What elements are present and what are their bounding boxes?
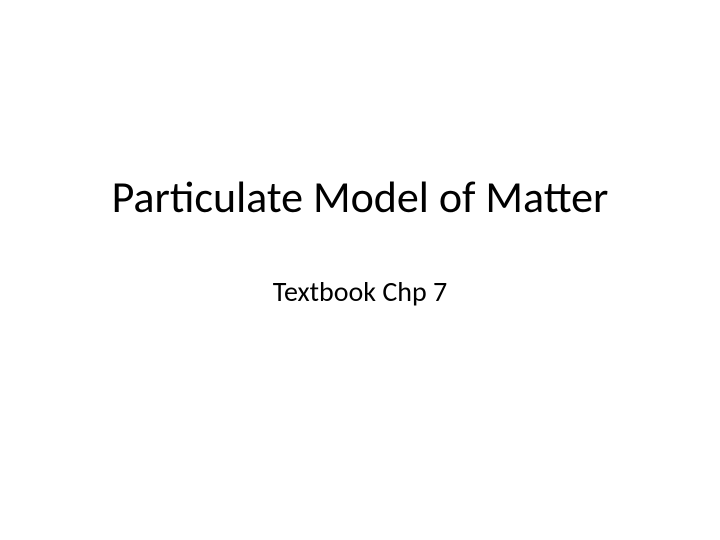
slide-subtitle: Textbook Chp 7	[0, 274, 720, 309]
slide-content: Particulate Model of Matter Textbook Chp…	[0, 170, 720, 309]
slide-title: Particulate Model of Matter	[0, 170, 720, 224]
